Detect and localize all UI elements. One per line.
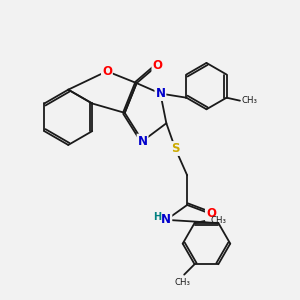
- Text: O: O: [102, 65, 112, 78]
- Text: O: O: [152, 59, 162, 72]
- Text: CH₃: CH₃: [242, 96, 257, 105]
- Text: CH₃: CH₃: [211, 216, 227, 225]
- Text: S: S: [171, 142, 179, 155]
- Text: N: N: [161, 213, 171, 226]
- Text: N: N: [155, 87, 165, 100]
- Text: CH₃: CH₃: [175, 278, 191, 287]
- Text: N: N: [138, 135, 148, 148]
- Text: H: H: [153, 212, 161, 223]
- Text: O: O: [206, 207, 216, 220]
